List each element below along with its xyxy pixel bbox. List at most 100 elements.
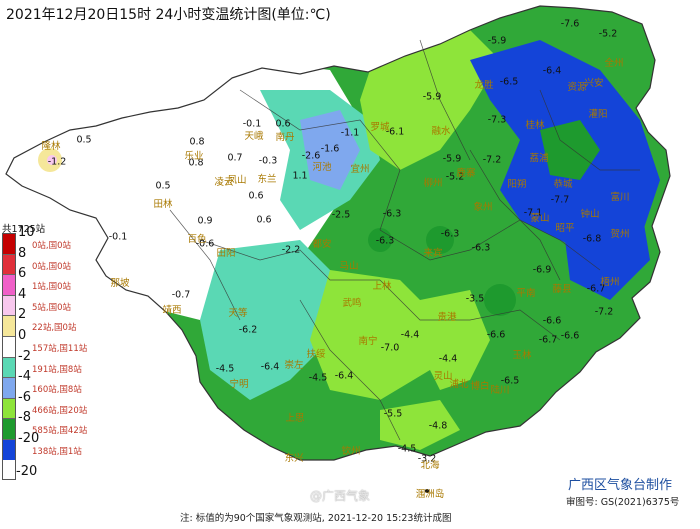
city-label: 南宁	[358, 336, 378, 347]
station-value: -1.2	[47, 156, 67, 168]
station-value: -4.5	[397, 443, 417, 455]
city-label: 北海	[420, 460, 440, 471]
city-label: 罗城	[370, 122, 390, 133]
station-value: 0.5	[155, 180, 171, 192]
city-label: 桂林	[525, 120, 545, 131]
city-label: 凤山	[227, 175, 247, 186]
station-value: -4.5	[215, 363, 235, 375]
legend-count: 191站,国8站	[32, 364, 82, 375]
station-value: -6.7	[538, 334, 558, 346]
station-value: -6.3	[382, 208, 402, 220]
station-value: -5.5	[383, 408, 403, 420]
station-value: -7.7	[550, 194, 570, 206]
map-title: 2021年12月20日15时 24小时变温统计图(单位:℃)	[6, 7, 331, 23]
station-value: 0.8	[189, 136, 205, 148]
station-value: 1.1	[292, 170, 308, 182]
legend-swatch	[2, 397, 16, 419]
city-label: 上思	[285, 413, 305, 424]
station-value: 0.9	[197, 215, 213, 227]
city-label: 藤县	[552, 284, 572, 295]
station-value: -6.7	[586, 283, 606, 295]
city-label: 象州	[473, 202, 493, 213]
station-value: -2.6	[301, 150, 321, 162]
station-value: -6.2	[238, 324, 258, 336]
city-label: 富川	[610, 192, 630, 203]
city-label: 梧州	[600, 277, 620, 288]
station-total: 共1725站	[2, 224, 46, 235]
legend-swatch	[2, 315, 16, 336]
station-value: -7.6	[560, 18, 580, 30]
city-label: 东兰	[257, 174, 277, 185]
city-label: 南丹	[275, 132, 295, 143]
station-value: -7.0	[380, 342, 400, 354]
legend-row: 8 0站,国0站	[2, 246, 102, 275]
station-value: -1.1	[340, 127, 360, 139]
city-label: 宜州	[350, 164, 370, 175]
station-value: -6.4	[542, 65, 562, 77]
legend-swatch	[2, 233, 16, 254]
city-label: 钟山	[580, 209, 600, 220]
station-value: -6.9	[532, 264, 552, 276]
station-value: -7.2	[594, 306, 614, 318]
city-label: 鹿寨	[456, 168, 476, 179]
city-label: 东兴	[284, 453, 304, 464]
city-label: 昭平	[555, 223, 575, 234]
legend-swatch	[2, 335, 16, 357]
city-label: 崇左	[284, 360, 304, 371]
legend-swatch	[2, 294, 16, 316]
city-label: 贺州	[610, 229, 630, 240]
station-value: -6.3	[375, 235, 395, 247]
city-label: 钦州	[341, 446, 361, 457]
city-label: 田林	[153, 199, 173, 210]
city-label: 都安	[312, 239, 332, 250]
legend-value: 6	[18, 266, 27, 282]
legend-count: 1站,国0站	[32, 282, 72, 293]
city-label: 兴安	[584, 78, 604, 89]
city-label: 凌云	[214, 177, 234, 188]
legend-value: -2	[18, 348, 31, 364]
legend-swatch	[2, 377, 16, 398]
city-label: 柳州	[423, 178, 443, 189]
city-label: 灵山	[433, 371, 453, 382]
station-value: -2.5	[331, 209, 351, 221]
city-label: 百色	[187, 234, 207, 245]
city-label: 玉林	[512, 350, 532, 361]
city-label: 陆川	[490, 385, 510, 396]
legend-count: 0站,国0站	[32, 261, 72, 272]
producer-label: 广西区气象台制作	[568, 478, 673, 493]
legend-value: -6	[18, 389, 31, 405]
legend-row: -8 585站,国42站	[2, 411, 102, 439]
color-legend: 10 0站,国0站 8 0站,国0站 6 1站,国0站 4 5站,国0站 2 22站,国0站 0 15…	[2, 226, 102, 460]
station-value: -0.7	[171, 289, 191, 301]
station-value: -6.4	[334, 370, 354, 382]
station-value: -0.6	[195, 238, 215, 250]
station-value: -6.5	[500, 375, 520, 387]
legend-count: 0站,国0站	[32, 241, 72, 251]
station-value: -5.2	[445, 171, 465, 183]
city-label: 那坡	[110, 278, 130, 289]
city-label: 阳朔	[507, 179, 527, 190]
city-label: 博白	[470, 381, 490, 392]
legend-count: 22站,国0站	[32, 323, 77, 334]
legend-count: 5站,国0站	[32, 302, 72, 313]
station-value: -5.2	[598, 28, 618, 40]
city-label: 平南	[516, 288, 536, 299]
legend-value: 4	[18, 286, 27, 302]
legend-swatch	[2, 356, 16, 378]
legend-swatch	[2, 418, 16, 439]
station-value: -5.9	[487, 35, 507, 47]
station-value: 0.6	[275, 118, 291, 130]
station-value: -6.6	[486, 329, 506, 341]
legend-count: 585站,国42站	[32, 426, 88, 437]
map-approval-number: 审图号: GS(2021)6375号	[566, 497, 680, 508]
station-value: -6.6	[542, 315, 562, 327]
city-label: 蒙山	[530, 213, 550, 224]
station-value: -0.3	[258, 155, 278, 167]
station-value: -4.5	[308, 372, 328, 384]
station-value: -3.2	[417, 453, 437, 465]
station-value: -0.1	[242, 118, 262, 130]
station-value: -4.4	[438, 353, 458, 365]
station-value: -6.5	[499, 76, 519, 88]
